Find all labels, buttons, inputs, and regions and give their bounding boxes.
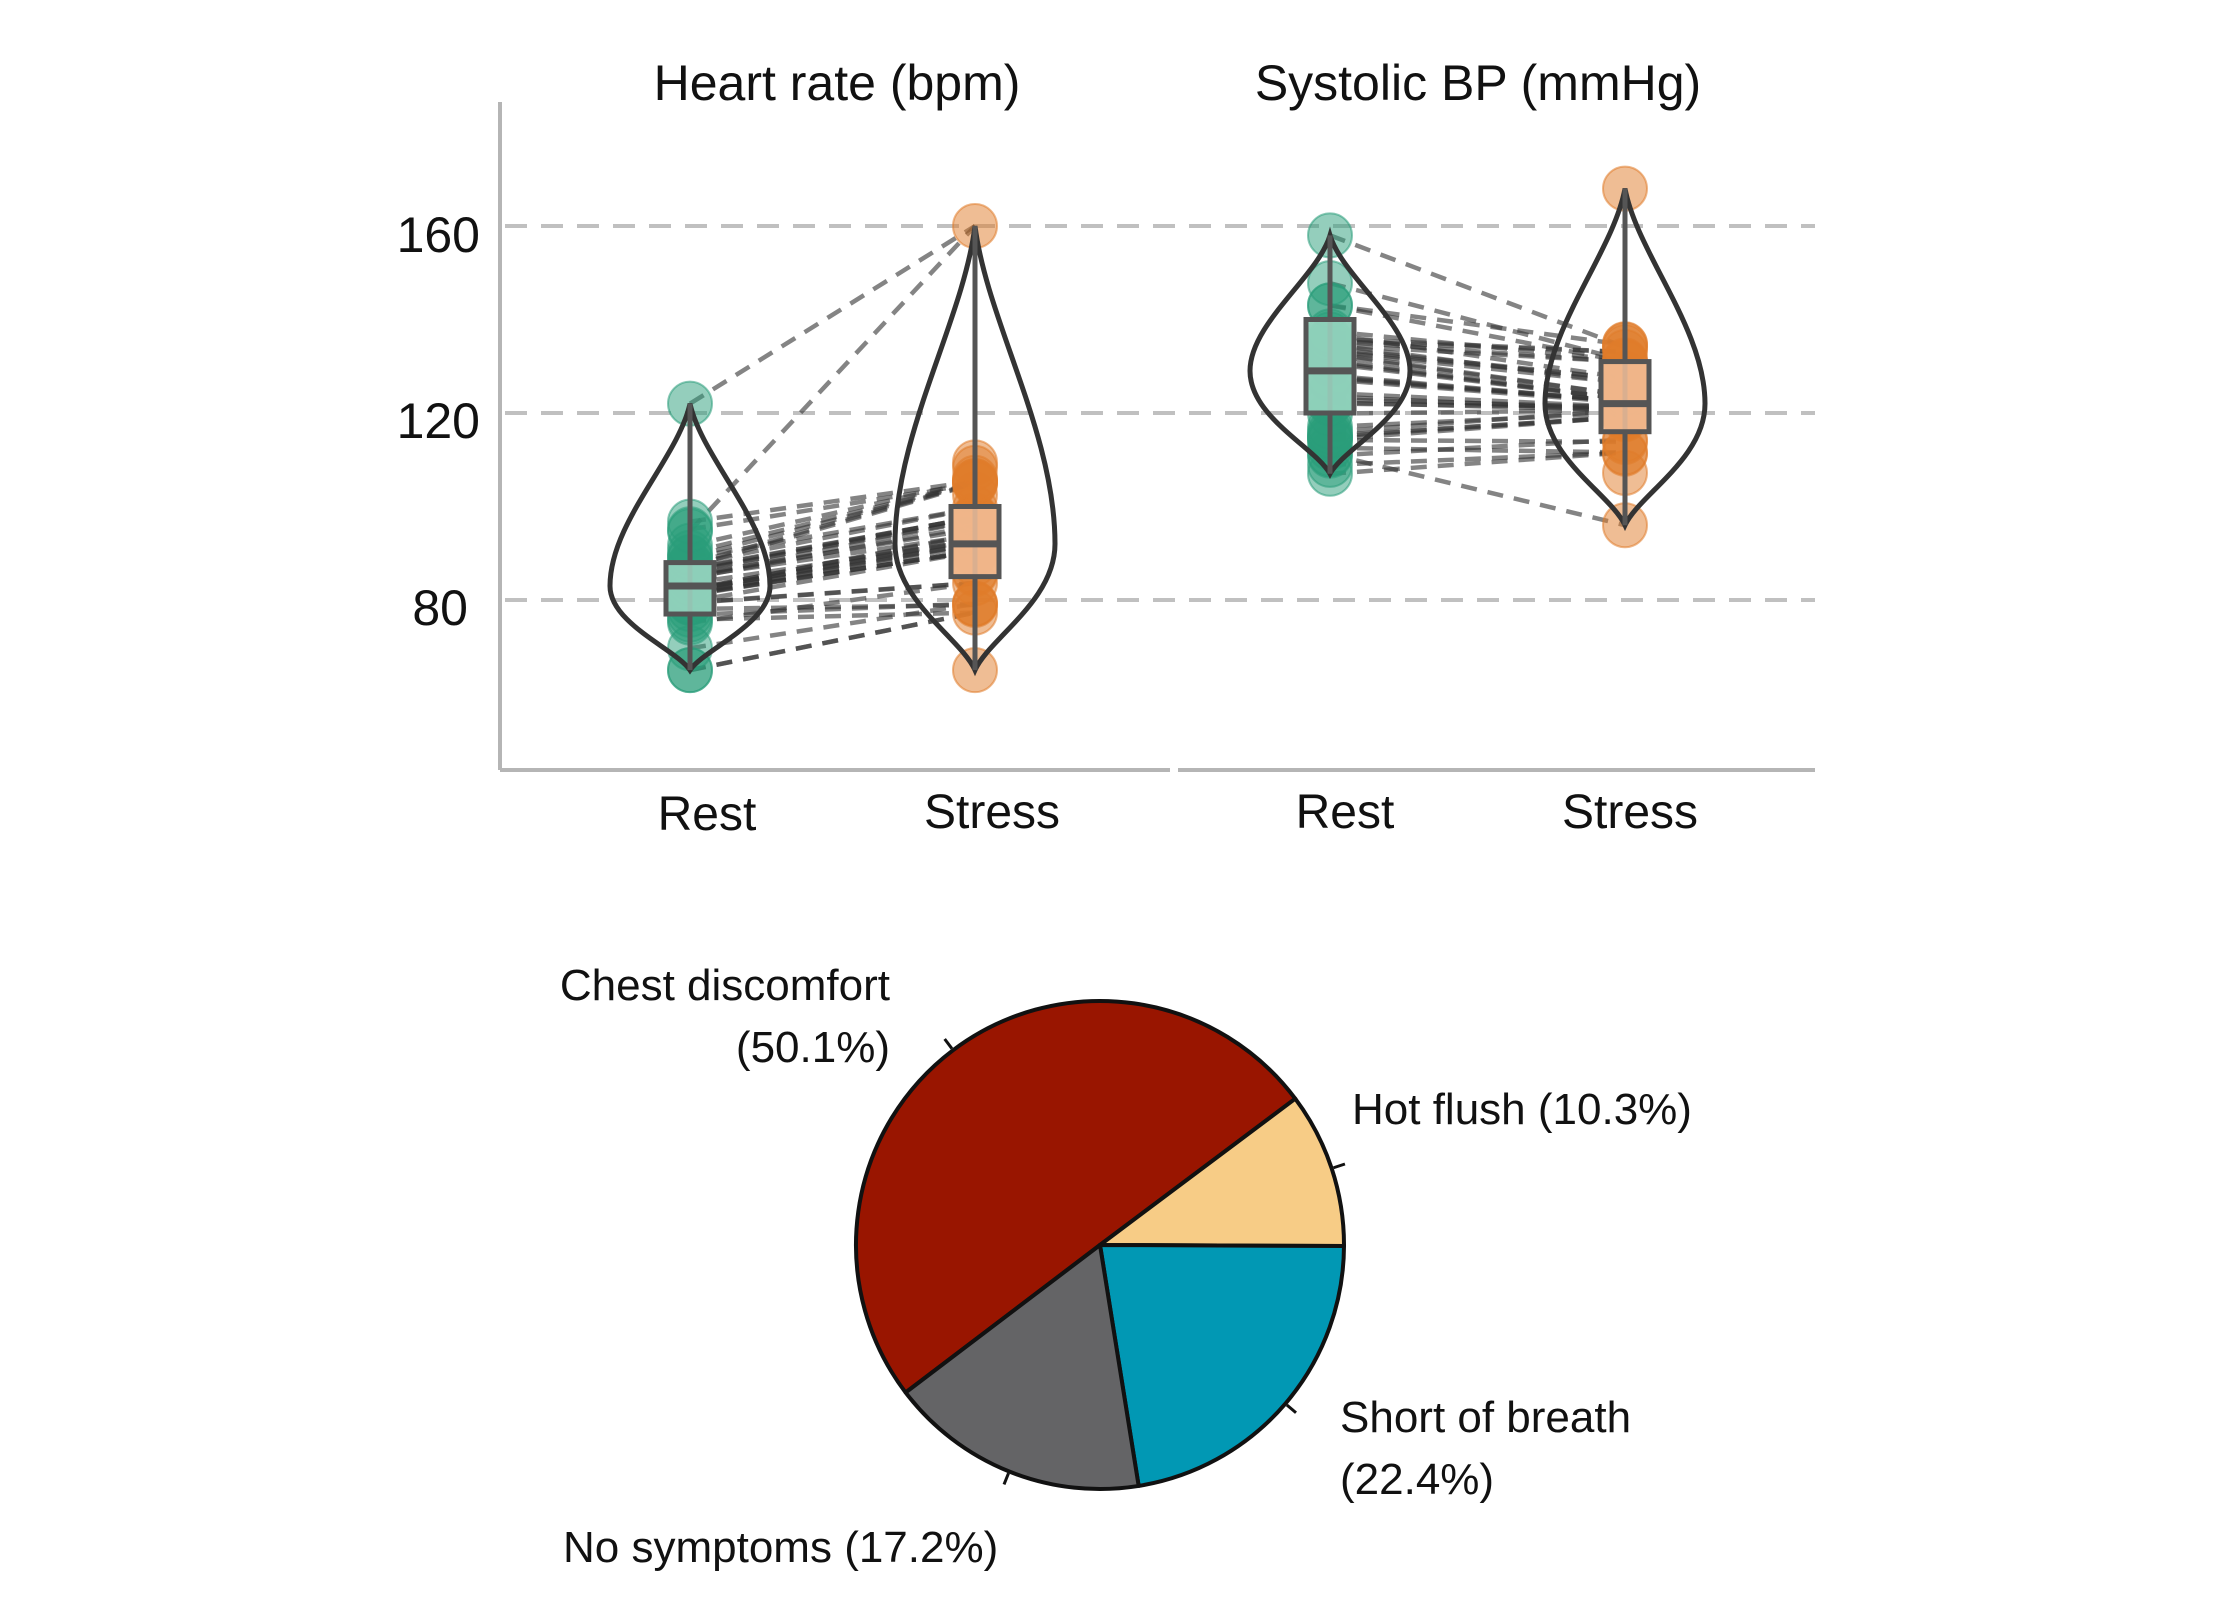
pair-line	[1329, 332, 1626, 381]
pie-slice-hot-flush	[1098, 1096, 1347, 1249]
pair-line	[689, 580, 976, 625]
x-label-bp-rest: Rest	[1296, 786, 1395, 839]
y-tick-label-160: 160	[397, 207, 480, 263]
box-rest	[1303, 317, 1357, 416]
box-stress	[1598, 359, 1652, 435]
pie-tick-chest-discomfort	[943, 1038, 954, 1050]
pair-line	[1329, 373, 1626, 404]
pie-slice-chest-discomfort	[854, 999, 1298, 1395]
pair-line	[689, 549, 976, 604]
pair-line	[689, 479, 976, 548]
pair-line	[689, 481, 976, 532]
pair-line	[1329, 329, 1626, 363]
pair-line	[1329, 303, 1626, 347]
pair-line	[689, 515, 976, 571]
panel-title-heart-rate: Heart rate (bpm)	[654, 55, 1021, 111]
pair-line	[1329, 437, 1626, 445]
pie-label-hot-flush: Hot flush (10.3%)	[1352, 1085, 1692, 1134]
pie-label-ticks	[943, 1038, 1346, 1486]
pie-label-chest-discomfort: Chest discomfort	[560, 961, 890, 1010]
pair-line	[689, 538, 976, 586]
pair-line	[688, 224, 977, 406]
pie-tick-hot-flush	[1333, 1162, 1346, 1170]
pie-label-no-symptoms-name: No symptoms	[563, 1523, 832, 1572]
pair-line	[689, 541, 976, 592]
pie-pct-no-symptoms: (17.2%)	[844, 1523, 998, 1572]
pair-line	[1329, 390, 1626, 410]
pair-line	[1329, 351, 1626, 398]
pair-line	[689, 517, 976, 580]
pair-line	[1329, 450, 1626, 468]
x-label-hr-stress: Stress	[924, 786, 1060, 839]
pair-line	[689, 480, 976, 555]
pair-line	[1329, 451, 1626, 528]
data-points	[667, 165, 1648, 694]
x-label-bp-stress: Stress	[1562, 786, 1698, 839]
pair-line	[689, 506, 976, 567]
pair-line	[1329, 410, 1626, 430]
pair-line	[689, 506, 976, 560]
pie-pct-short-of-breath: (22.4%)	[1340, 1455, 1494, 1504]
pair-line	[688, 224, 977, 533]
pair-line	[1329, 338, 1626, 364]
x-label-hr-rest: Rest	[658, 788, 757, 841]
paired-lines	[688, 224, 1626, 673]
pair-line	[689, 610, 976, 673]
violins	[607, 188, 1708, 677]
pie-label-short-of-breath: Short of breath	[1340, 1393, 1631, 1442]
pie-slice-no-symptoms	[903, 1243, 1141, 1491]
pie-tick-no-symptoms	[1002, 1472, 1010, 1486]
pair-line	[1329, 357, 1626, 402]
pair-line	[689, 580, 976, 605]
pair-line	[1329, 394, 1626, 413]
y-tick-label-120: 120	[397, 393, 480, 449]
pair-line	[1329, 415, 1626, 438]
pie-chart	[854, 999, 1347, 1491]
pair-line	[1329, 303, 1626, 364]
pair-line	[689, 548, 976, 597]
pair-line	[1329, 445, 1626, 455]
pair-line	[689, 478, 976, 524]
panel-title-systolic-bp: Systolic BP (mmHg)	[1255, 55, 1701, 111]
pie-slice-short-of-breath	[1098, 1243, 1346, 1488]
axes	[498, 102, 1815, 772]
pie-label-hot-flush-name: Hot flush	[1352, 1085, 1526, 1134]
pie-tick-short-of-breath	[1285, 1403, 1297, 1414]
pair-line	[689, 526, 976, 578]
pair-line	[689, 601, 976, 651]
pie-label-no-symptoms: No symptoms (17.2%)	[563, 1523, 998, 1572]
pair-line	[1329, 280, 1626, 363]
pair-line	[689, 602, 976, 612]
y-tick-label-80: 80	[412, 580, 468, 636]
pair-line	[1329, 342, 1626, 386]
pair-line	[689, 533, 976, 579]
pie-pct-chest-discomfort: (50.1%)	[736, 1023, 890, 1072]
pie-pct-hot-flush: (10.3%)	[1538, 1085, 1692, 1134]
pair-line	[689, 610, 976, 622]
